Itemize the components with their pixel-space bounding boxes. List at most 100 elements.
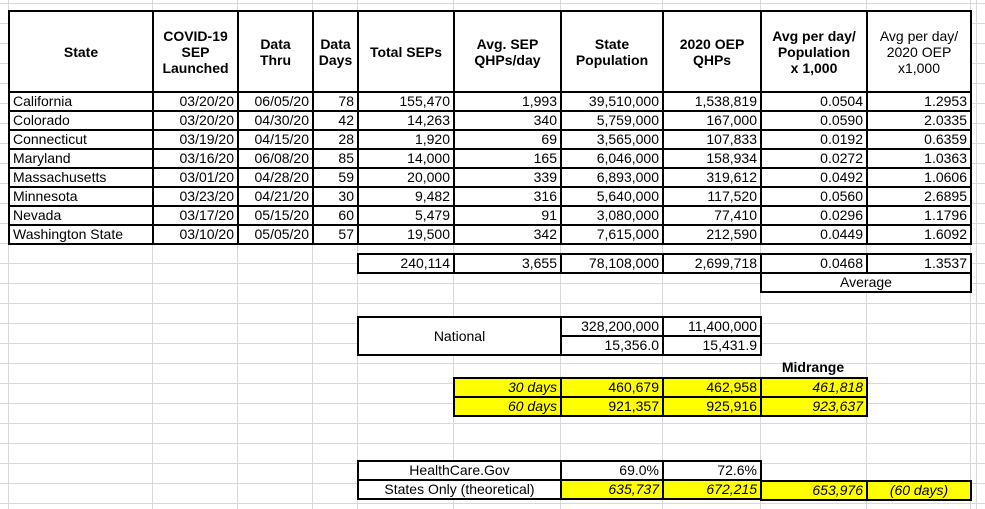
healthcare-gov-oep-pct[interactable]: 72.6% <box>662 460 762 481</box>
cell-total-seps[interactable]: 14,000 <box>357 148 455 169</box>
cell-oep-qhps[interactable]: 212,590 <box>662 224 762 245</box>
cell-total-seps[interactable]: 14,263 <box>357 110 455 131</box>
cell-oep-qhps-sum[interactable]: 2,699,718 <box>662 253 762 274</box>
cell-launched[interactable]: 03/20/20 <box>152 110 239 131</box>
cell-avg-oep[interactable]: 2.6895 <box>866 186 972 207</box>
cell-thru[interactable]: 04/30/20 <box>237 110 314 131</box>
cell-launched[interactable]: 03/16/20 <box>152 148 239 169</box>
cell-avg-pop[interactable]: 0.0492 <box>760 167 868 188</box>
cell-avg-qhps[interactable]: 165 <box>453 148 562 169</box>
cell-avg-pop[interactable]: 0.0296 <box>760 205 868 226</box>
days-60-population-est[interactable]: 921,357 <box>560 396 664 417</box>
cell-oep-qhps[interactable]: 77,410 <box>662 205 762 226</box>
cell-avg-oep[interactable]: 1.0606 <box>866 167 972 188</box>
col-header-oep-qhps[interactable]: 2020 OEP QHPs <box>662 10 762 93</box>
cell-avg-oep[interactable]: 0.6359 <box>866 129 972 150</box>
cell-population[interactable]: 5,640,000 <box>560 186 664 207</box>
cell-state[interactable]: Colorado <box>8 110 154 131</box>
cell-oep-qhps[interactable]: 107,833 <box>662 129 762 150</box>
cell-avg-qhps[interactable]: 316 <box>453 186 562 207</box>
cell-oep-qhps[interactable]: 319,612 <box>662 167 762 188</box>
days-30-population-est[interactable]: 460,679 <box>560 377 664 398</box>
cell-launched[interactable]: 03/19/20 <box>152 129 239 150</box>
cell-avg-pop-avg[interactable]: 0.0468 <box>760 253 868 274</box>
cell-thru[interactable]: 04/28/20 <box>237 167 314 188</box>
cell-thru[interactable]: 04/21/20 <box>237 186 314 207</box>
national-population[interactable]: 328,200,000 <box>560 316 664 337</box>
cell-avg-oep[interactable]: 1.6092 <box>866 224 972 245</box>
cell-state[interactable]: Minnesota <box>8 186 154 207</box>
days-30-label[interactable]: 30 days <box>453 377 562 398</box>
cell-avg-pop[interactable]: 0.0192 <box>760 129 868 150</box>
cell-days[interactable]: 78 <box>312 91 359 112</box>
cell-population[interactable]: 3,080,000 <box>560 205 664 226</box>
cell-oep-qhps[interactable]: 1,538,819 <box>662 91 762 112</box>
cell-avg-qhps-sum[interactable]: 3,655 <box>453 253 562 274</box>
national-oep-qhps[interactable]: 11,400,000 <box>662 316 762 337</box>
cell-population[interactable]: 5,759,000 <box>560 110 664 131</box>
cell-state[interactable]: California <box>8 91 154 112</box>
days-60-label[interactable]: 60 days <box>453 396 562 417</box>
col-header-sep-launched[interactable]: COVID-19 SEP Launched <box>152 10 239 93</box>
cell-thru[interactable]: 05/05/20 <box>237 224 314 245</box>
col-header-avg-sep-qhps[interactable]: Avg. SEP QHPs/day <box>453 10 562 93</box>
cell-population[interactable]: 3,565,000 <box>560 129 664 150</box>
cell-days[interactable]: 60 <box>312 205 359 226</box>
col-header-data-thru[interactable]: Data Thru <box>237 10 314 93</box>
cell-avg-pop[interactable]: 0.0560 <box>760 186 868 207</box>
cell-total-seps-sum[interactable]: 240,114 <box>357 253 455 274</box>
states-only-note[interactable]: (60 days) <box>866 480 972 501</box>
cell-avg-pop[interactable]: 0.0504 <box>760 91 868 112</box>
cell-launched[interactable]: 03/23/20 <box>152 186 239 207</box>
cell-avg-qhps[interactable]: 340 <box>453 110 562 131</box>
states-only-label[interactable]: States Only (theoretical) <box>357 479 562 500</box>
cell-avg-oep[interactable]: 1.0363 <box>866 148 972 169</box>
cell-oep-qhps[interactable]: 117,520 <box>662 186 762 207</box>
cell-population[interactable]: 39,510,000 <box>560 91 664 112</box>
cell-days[interactable]: 28 <box>312 129 359 150</box>
col-header-state-population[interactable]: State Population <box>560 10 664 93</box>
cell-total-seps[interactable]: 9,482 <box>357 186 455 207</box>
midrange-label[interactable]: Midrange <box>781 359 845 375</box>
days-30-oep-est[interactable]: 462,958 <box>662 377 762 398</box>
cell-avg-qhps[interactable]: 342 <box>453 224 562 245</box>
healthcare-gov-label[interactable]: HealthCare.Gov <box>357 460 562 481</box>
cell-avg-pop[interactable]: 0.0449 <box>760 224 868 245</box>
cell-avg-oep[interactable]: 2.0335 <box>866 110 972 131</box>
states-only-oep-est[interactable]: 672,215 <box>662 479 762 500</box>
cell-total-seps[interactable]: 20,000 <box>357 167 455 188</box>
cell-total-seps[interactable]: 5,479 <box>357 205 455 226</box>
cell-launched[interactable]: 03/20/20 <box>152 91 239 112</box>
cell-state[interactable]: Maryland <box>8 148 154 169</box>
cell-avg-qhps[interactable]: 339 <box>453 167 562 188</box>
cell-launched[interactable]: 03/01/20 <box>152 167 239 188</box>
national-oep-per-day[interactable]: 15,431.9 <box>662 335 762 356</box>
col-header-total-seps[interactable]: Total SEPs <box>357 10 455 93</box>
cell-population[interactable]: 7,615,000 <box>560 224 664 245</box>
cell-state[interactable]: Nevada <box>8 205 154 226</box>
cell-population[interactable]: 6,046,000 <box>560 148 664 169</box>
cell-avg-qhps[interactable]: 1,993 <box>453 91 562 112</box>
cell-days[interactable]: 85 <box>312 148 359 169</box>
cell-days[interactable]: 42 <box>312 110 359 131</box>
national-label[interactable]: National <box>357 316 562 356</box>
col-header-avg-per-population[interactable]: Avg per day/ Population x 1,000 <box>760 10 868 93</box>
days-60-midrange[interactable]: 923,637 <box>760 396 868 417</box>
col-header-avg-per-oep[interactable]: Avg per day/ 2020 OEP x1,000 <box>866 10 972 93</box>
cell-total-seps[interactable]: 19,500 <box>357 224 455 245</box>
cell-thru[interactable]: 06/08/20 <box>237 148 314 169</box>
cell-avg-oep[interactable]: 1.2953 <box>866 91 972 112</box>
cell-thru[interactable]: 04/15/20 <box>237 129 314 150</box>
cell-days[interactable]: 30 <box>312 186 359 207</box>
cell-avg-oep[interactable]: 1.1796 <box>866 205 972 226</box>
average-label[interactable]: Average <box>760 272 972 293</box>
col-header-state[interactable]: State <box>8 10 154 93</box>
cell-total-seps[interactable]: 155,470 <box>357 91 455 112</box>
cell-days[interactable]: 57 <box>312 224 359 245</box>
cell-avg-pop[interactable]: 0.0272 <box>760 148 868 169</box>
cell-launched[interactable]: 03/10/20 <box>152 224 239 245</box>
cell-state[interactable]: Connecticut <box>8 129 154 150</box>
cell-days[interactable]: 59 <box>312 167 359 188</box>
cell-avg-qhps[interactable]: 69 <box>453 129 562 150</box>
days-60-oep-est[interactable]: 925,916 <box>662 396 762 417</box>
